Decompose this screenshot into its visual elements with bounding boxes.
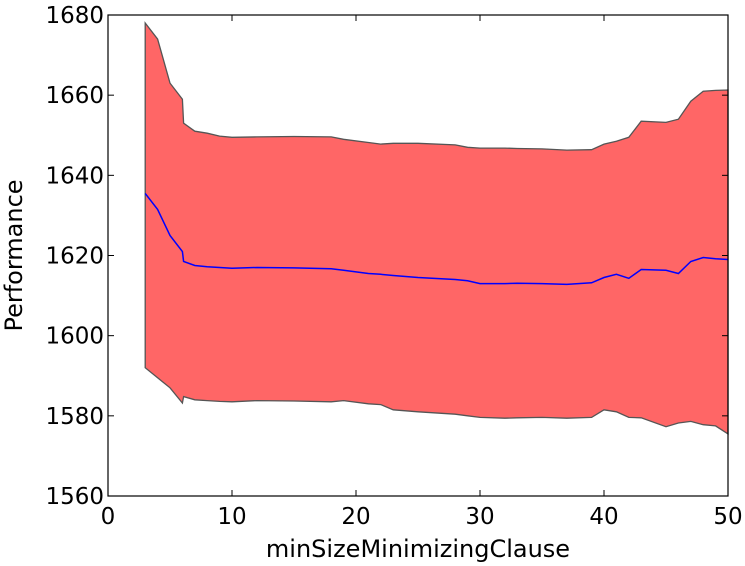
y-tick-label: 1660: [45, 83, 104, 109]
y-tick-label: 1680: [45, 3, 104, 29]
y-tick-label: 1560: [45, 484, 104, 510]
y-tick-label: 1640: [45, 163, 104, 189]
mean-line: [144, 192, 729, 286]
x-tick-label: 30: [465, 504, 494, 530]
plot-area: [144, 21, 729, 436]
y-axis-label: Performance: [0, 179, 28, 331]
std-band: [144, 21, 729, 436]
x-tick-label: 50: [713, 504, 742, 530]
x-tick-label: 0: [101, 504, 116, 530]
axis-ticks: 0 10 20 30 40 50 1560 1580 1600 1620 1640 1660 1680: [45, 3, 742, 530]
x-axis-label: minSizeMinimizingClause: [266, 535, 570, 563]
y-tick-label: 1600: [45, 324, 104, 350]
x-tick-label: 20: [341, 504, 370, 530]
y-tick-label: 1580: [45, 404, 104, 430]
x-tick-label: 40: [589, 504, 618, 530]
x-tick-label: 10: [217, 504, 246, 530]
y-tick-label: 1620: [45, 244, 104, 270]
